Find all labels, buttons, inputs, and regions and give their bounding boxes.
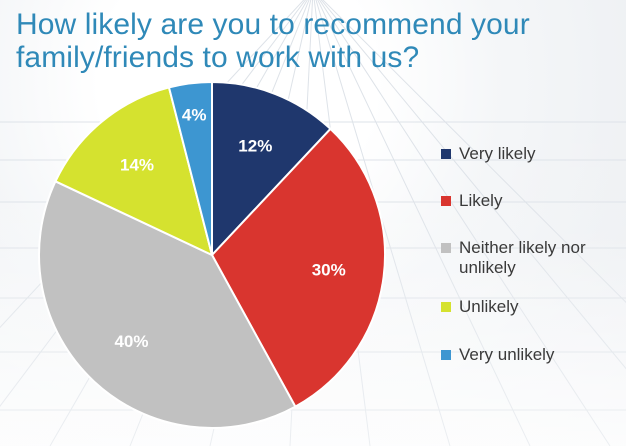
- legend-label-neither-likely-nor-unlikely: Neither likely nor unlikely: [459, 238, 586, 277]
- legend-item-very-likely: Very likely: [441, 144, 604, 164]
- legend-label-very-likely: Very likely: [459, 144, 536, 163]
- pie-label-very-unlikely: 4%: [182, 105, 207, 124]
- legend-swatch-unlikely: [441, 302, 451, 312]
- pie-label-likely: 30%: [312, 261, 346, 280]
- legend-item-unlikely: Unlikely: [441, 297, 604, 317]
- pie-label-very-likely: 12%: [238, 137, 272, 156]
- legend-swatch-very-unlikely: [441, 350, 451, 360]
- legend-item-very-unlikely: Very unlikely: [441, 345, 604, 365]
- legend-label-unlikely: Unlikely: [459, 297, 519, 316]
- legend-swatch-neither-likely-nor-unlikely: [441, 243, 451, 253]
- legend-swatch-very-likely: [441, 149, 451, 159]
- pie-label-unlikely: 14%: [120, 155, 154, 174]
- legend-label-likely: Likely: [459, 191, 503, 210]
- pie-slice-likely: [210, 127, 386, 408]
- pie-slice-neither-likely-nor-unlikely: [38, 180, 297, 429]
- legend-item-likely: Likely: [441, 191, 604, 211]
- pie-slice-unlikely: [54, 86, 214, 257]
- pie-slice-very-likely: [211, 80, 332, 258]
- pie-slice-very-unlikely: [167, 80, 213, 256]
- chart-title: How likely are you to recommend your fam…: [16, 8, 530, 74]
- legend-item-neither-likely-nor-unlikely: Neither likely nor unlikely: [441, 238, 604, 278]
- legend-label-very-unlikely: Very unlikely: [459, 345, 555, 364]
- legend-swatch-likely: [441, 196, 451, 206]
- pie-label-neither-likely-nor-unlikely: 40%: [114, 332, 148, 351]
